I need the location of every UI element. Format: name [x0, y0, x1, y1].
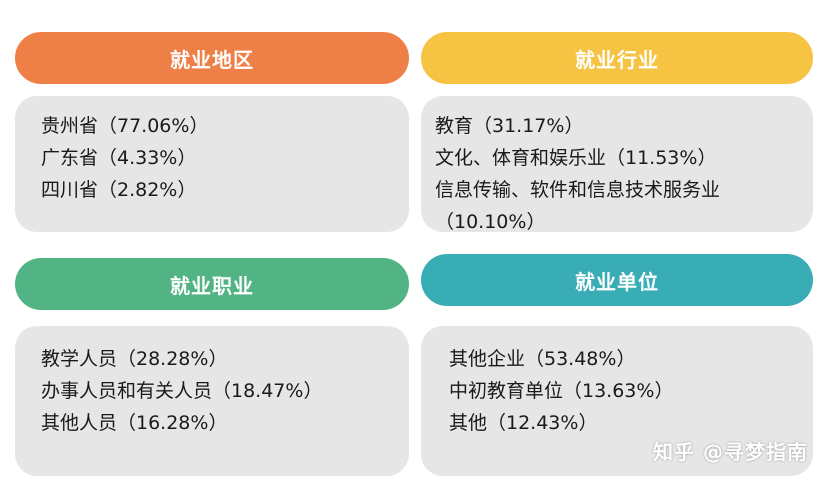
- region-card: 贵州省（77.06%） 广东省（4.33%） 四川省（2.82%）: [15, 96, 409, 232]
- list-item: 教育（31.17%）: [435, 115, 584, 137]
- employer-card: 其他企业（53.48%） 中初教育单位（13.63%） 其他（12.43%）: [421, 326, 813, 476]
- list-item: 其他企业（53.48%）: [449, 348, 636, 370]
- watermark: 知乎 @寻梦指南: [653, 440, 808, 464]
- list-item: 文化、体育和娱乐业（11.53%）: [435, 147, 717, 169]
- region-header: 就业地区: [15, 32, 409, 84]
- list-item: 贵州省（77.06%）: [41, 115, 209, 137]
- occupation-header: 就业职业: [15, 258, 409, 310]
- list-item: 教学人员（28.28%）: [41, 348, 228, 370]
- list-item: 广东省（4.33%）: [41, 147, 197, 169]
- employer-header: 就业单位: [421, 254, 813, 306]
- list-item: 信息传输、软件和信息技术服务业: [435, 179, 721, 201]
- list-item: 其他人员（16.28%）: [41, 412, 228, 434]
- list-item: 其他（12.43%）: [449, 412, 598, 434]
- occupation-card: 教学人员（28.28%） 办事人员和有关人员（18.47%） 其他人员（16.2…: [15, 326, 409, 476]
- industry-card: 教育（31.17%） 文化、体育和娱乐业（11.53%） 信息传输、软件和信息技…: [421, 96, 813, 232]
- list-item: 办事人员和有关人员（18.47%）: [41, 380, 323, 402]
- list-item: （10.10%）: [435, 211, 546, 232]
- industry-header: 就业行业: [421, 32, 813, 84]
- list-item: 中初教育单位（13.63%）: [449, 380, 674, 402]
- list-item: 四川省（2.82%）: [41, 179, 197, 201]
